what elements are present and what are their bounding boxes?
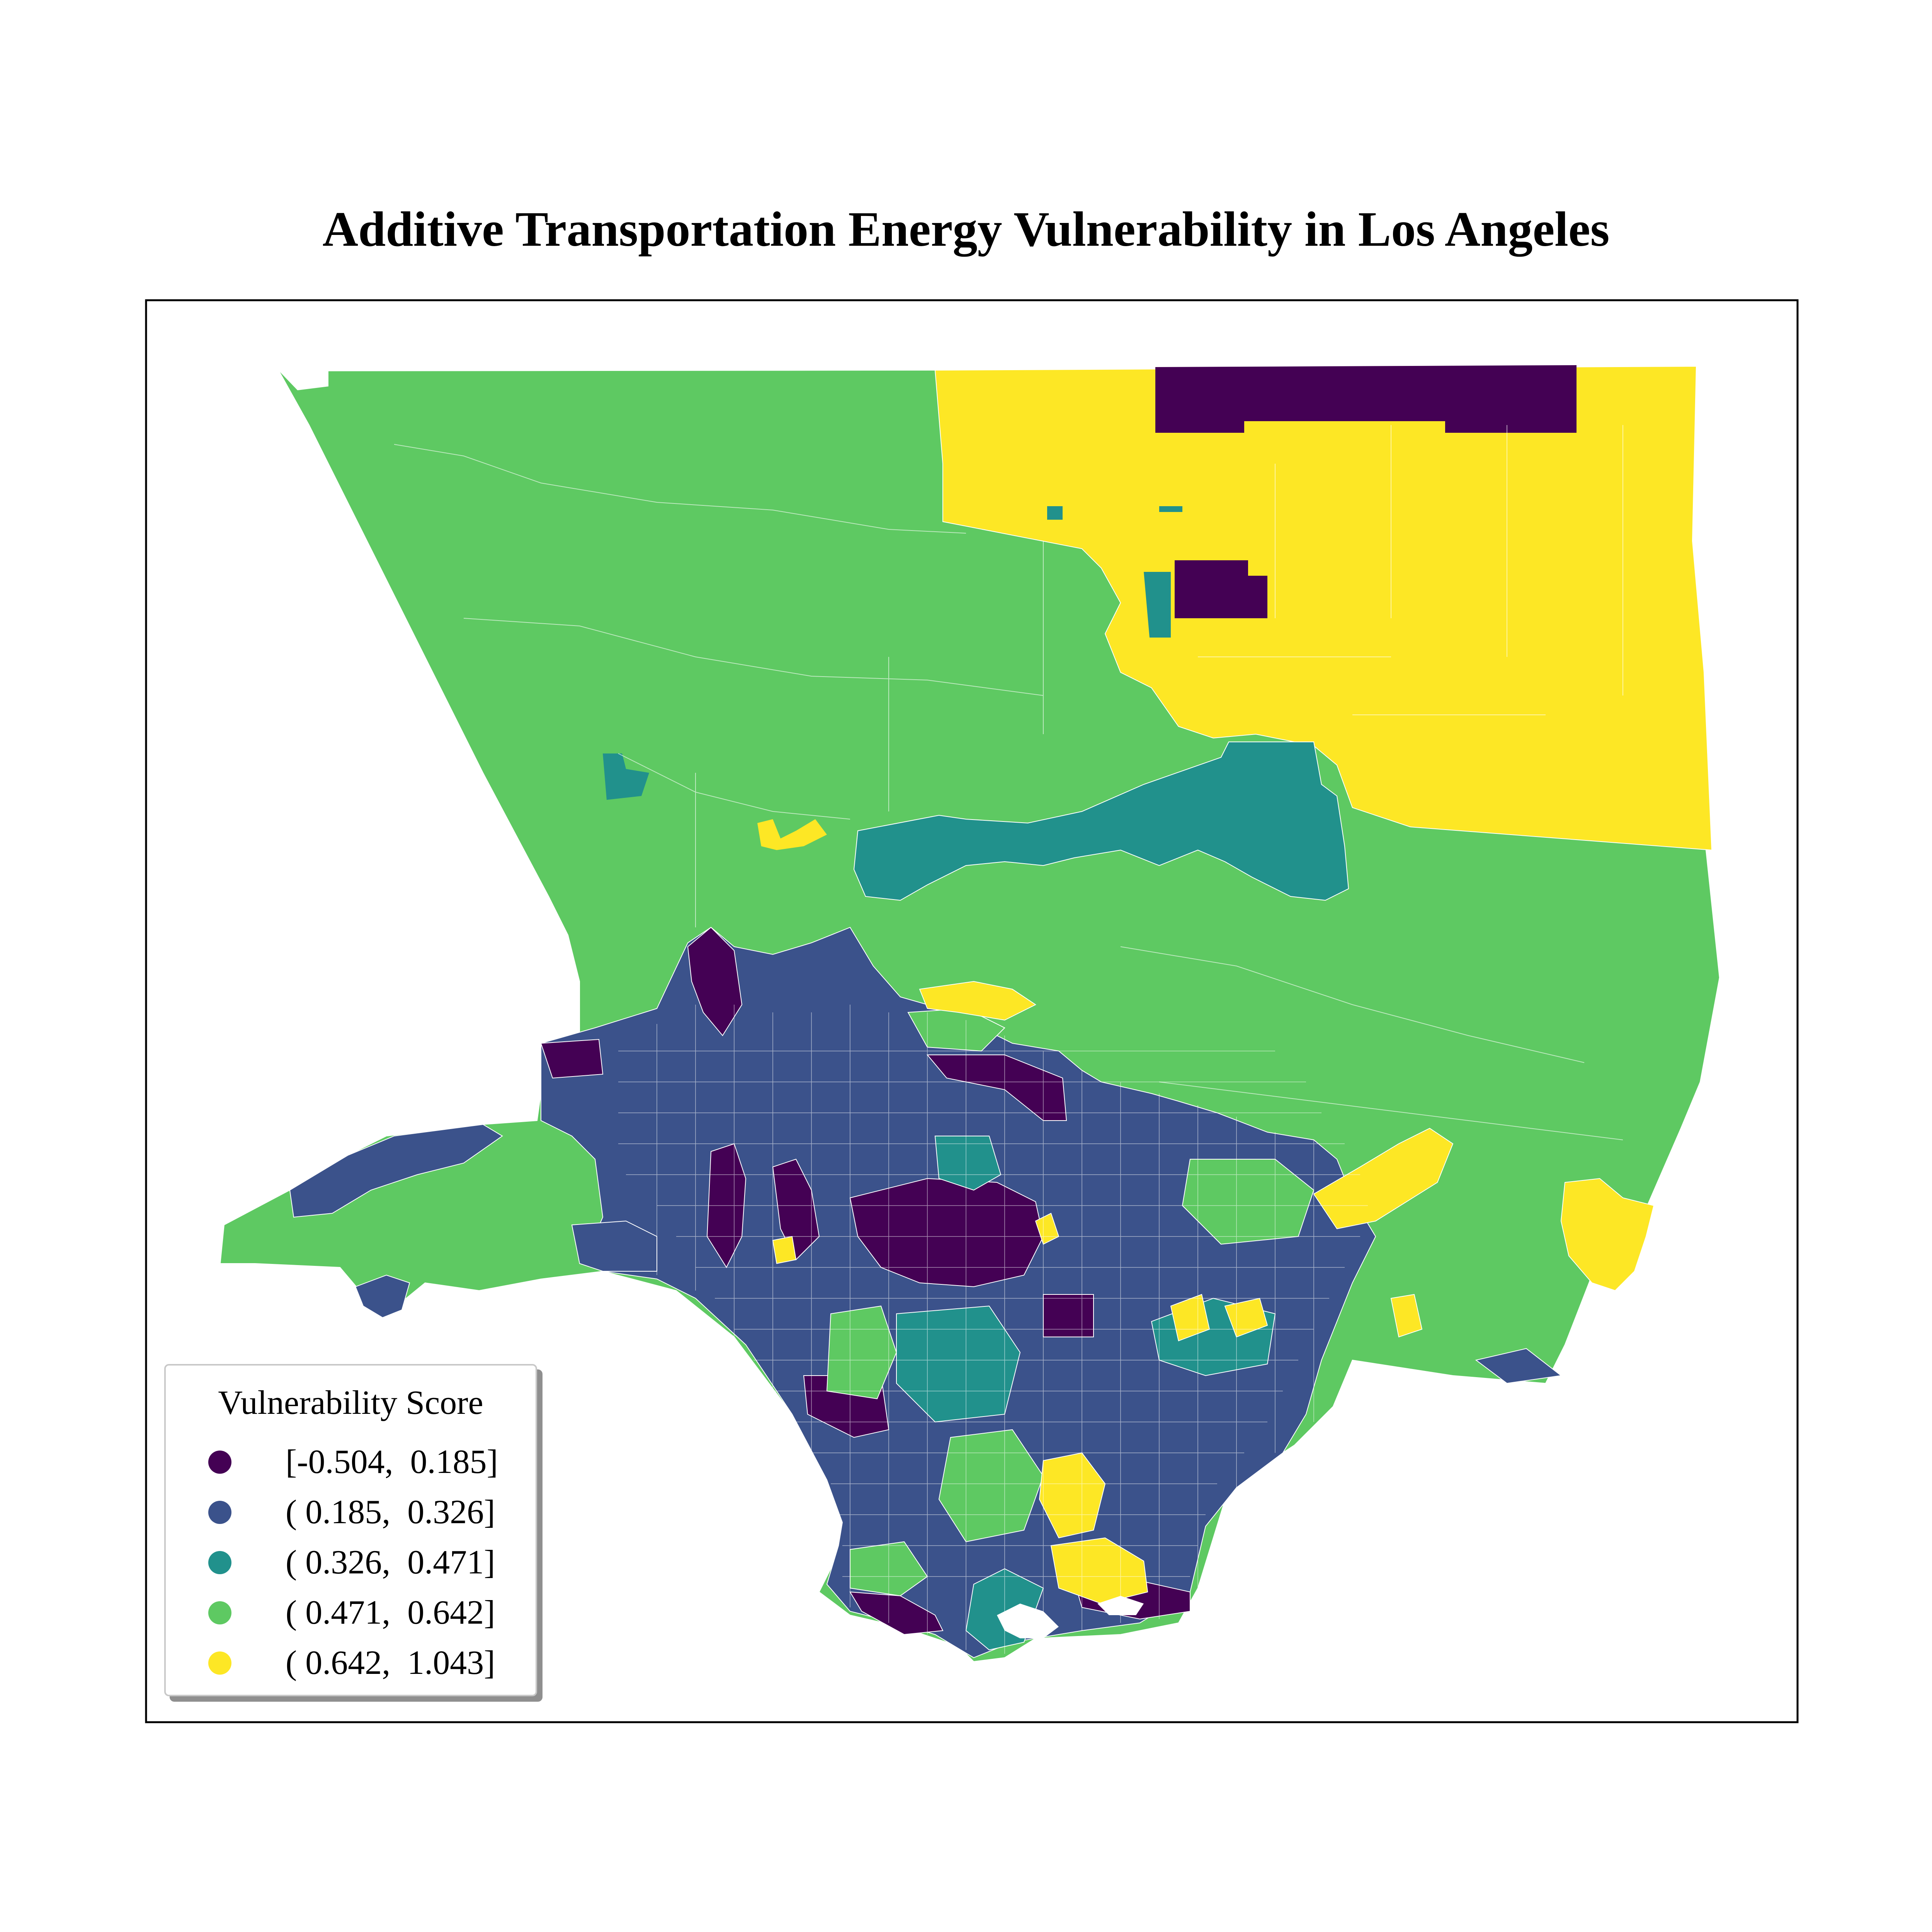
tract-boundaries <box>618 1005 1368 1654</box>
angeles-forest-teal-region <box>853 742 1349 901</box>
yellow-patch-harbor <box>772 1236 797 1264</box>
malibu-blue-region <box>289 1124 503 1218</box>
map-frame-border <box>145 299 1799 1723</box>
san-fernando-valley-region <box>541 927 1376 1658</box>
legend-label: ( 0.326, 0.471] <box>286 1544 495 1581</box>
legend-swatch <box>208 1501 231 1524</box>
yellow-patch-east <box>1390 1294 1423 1338</box>
dark-purple-strip <box>926 1054 1067 1121</box>
legend-swatch <box>208 1601 231 1624</box>
yellow-patch-east <box>1313 1128 1454 1230</box>
legend-label: [-0.504, 0.185] <box>286 1443 498 1481</box>
palmdale-teal-block <box>1144 572 1171 638</box>
legend-swatch <box>208 1551 231 1574</box>
legend-label: ( 0.185, 0.326] <box>286 1493 495 1531</box>
dark-purple-strip <box>687 927 743 1036</box>
north-dark-block <box>1155 365 1577 433</box>
legend-title: Vulnerability Score <box>218 1384 483 1422</box>
dark-purple-strip <box>540 1039 604 1079</box>
small-teal-parcel <box>1159 506 1182 512</box>
teal-parcel-west <box>603 753 649 800</box>
yellow-patch-harbor <box>1050 1537 1148 1604</box>
legend: Vulnerability Score [-0.504, 0.185] ( 0.… <box>164 1364 537 1696</box>
east-blue-patch <box>1475 1348 1562 1384</box>
legend-item: ( 0.642, 1.043] <box>208 1644 525 1682</box>
coast-cutout <box>997 1604 1059 1638</box>
legend-swatch <box>208 1651 231 1675</box>
teal-patch <box>934 1136 1002 1191</box>
palmdale-dark-block <box>1175 560 1267 618</box>
yellow-patch-east <box>1224 1298 1268 1338</box>
map-title: Additive Transportation Energy Vulnerabi… <box>322 202 1610 257</box>
rural-tract-boundaries <box>394 425 1623 1140</box>
legend-item: ( 0.185, 0.326] <box>208 1493 525 1532</box>
coast-cutout <box>1097 1596 1144 1615</box>
dark-purple-strip <box>1043 1294 1094 1337</box>
yellow-patch-east <box>1560 1178 1655 1291</box>
malibu-blue-region <box>355 1274 410 1318</box>
yellow-patch-foothill <box>919 981 1036 1021</box>
legend-item: [-0.504, 0.185] <box>208 1443 525 1481</box>
legend-swatch <box>208 1451 231 1474</box>
yellow-parcel-santa-clarita <box>757 819 827 850</box>
legend-label: ( 0.642, 1.043] <box>286 1644 495 1682</box>
coast-cutout <box>279 371 328 390</box>
green-patch <box>938 1429 1044 1543</box>
legend-item: ( 0.326, 0.471] <box>208 1543 525 1582</box>
small-teal-parcel <box>1047 506 1063 520</box>
legend-label: ( 0.471, 0.642] <box>286 1594 495 1631</box>
legend-item: ( 0.471, 0.642] <box>208 1594 525 1632</box>
antelope-valley-region <box>934 366 1713 851</box>
